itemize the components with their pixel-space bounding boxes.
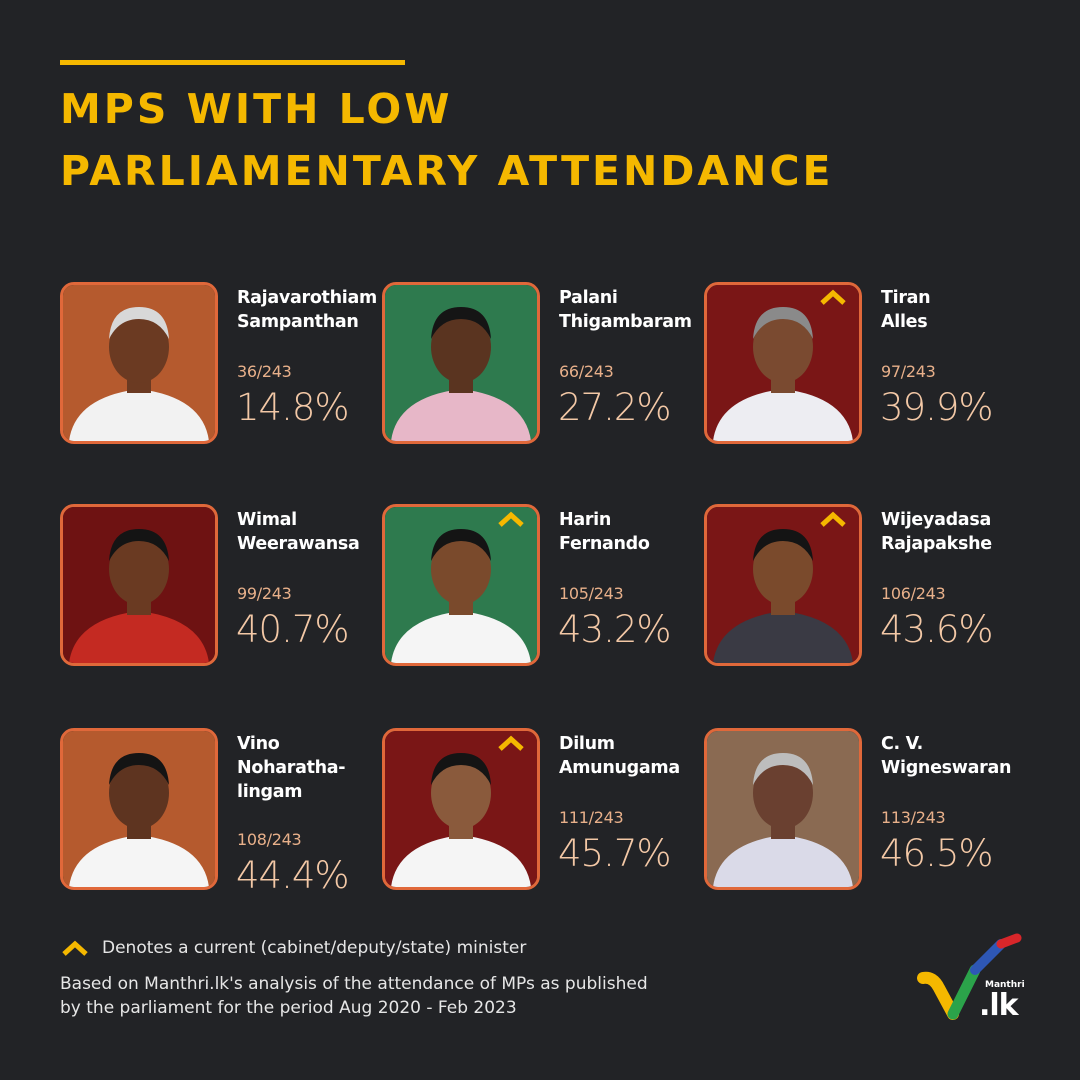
mp-card: Tiran Alles 97/243 39.9%	[704, 282, 1026, 444]
attendance-count: 113/243	[881, 808, 946, 827]
attendance-percentage: 39.9%	[880, 386, 994, 429]
attendance-count: 105/243	[559, 584, 624, 603]
attendance-percentage: 46.5%	[880, 832, 994, 875]
mp-name-line: Wimal	[237, 510, 297, 530]
attendance-percentage: 27.2%	[558, 386, 672, 429]
attendance-percentage: 43.6%	[880, 608, 994, 651]
attendance-percentage: 40.7%	[236, 608, 350, 651]
mp-name-line: Weerawansa	[237, 534, 360, 554]
mp-name-line: Sampanthan	[237, 312, 359, 332]
mp-name: C. V. Wigneswaran	[881, 732, 1031, 780]
mp-name-line: Rajapakshe	[881, 534, 992, 554]
source-note-line-1: Based on Manthri.lk's analysis of the at…	[60, 974, 648, 994]
attendance-count: 108/243	[237, 830, 302, 849]
mp-name-line: Fernando	[559, 534, 650, 554]
mp-card: Palani Thigambaram 66/243 27.2%	[382, 282, 704, 444]
mp-portrait	[704, 728, 862, 890]
mp-portrait	[60, 728, 218, 890]
mp-name-line: Wigneswaran	[881, 758, 1012, 778]
mp-portrait	[704, 504, 862, 666]
attendance-count: 111/243	[559, 808, 624, 827]
mp-name-line: Harin	[559, 510, 612, 530]
title-accent-rule	[60, 60, 405, 65]
mp-name-line: Palani	[559, 288, 618, 308]
mp-name: Wijeyadasa Rajapakshe	[881, 508, 1031, 556]
attendance-count: 106/243	[881, 584, 946, 603]
mp-name-line: Rajavarothiam	[237, 288, 377, 308]
attendance-percentage: 43.2%	[558, 608, 672, 651]
attendance-percentage: 44.4%	[236, 854, 350, 897]
mp-name-line: Alles	[881, 312, 928, 332]
mp-name-line: Tiran	[881, 288, 931, 308]
mp-card: Vino Noharatha-lingam 108/243 44.4%	[60, 728, 382, 897]
chevron-up-icon	[60, 939, 90, 957]
attendance-count: 36/243	[237, 362, 292, 381]
minister-chevron-icon	[498, 511, 524, 527]
minister-chevron-icon	[820, 511, 846, 527]
legend-text: Denotes a current (cabinet/deputy/state)…	[102, 938, 527, 958]
source-note-line-2: by the parliament for the period Aug 202…	[60, 998, 517, 1018]
legend: Denotes a current (cabinet/deputy/state)…	[60, 938, 526, 958]
manthri-check-mark-icon	[917, 933, 1022, 1020]
mp-card: Wimal Weerawansa 99/243 40.7%	[60, 504, 382, 666]
mp-name: Palani Thigambaram	[559, 286, 709, 334]
mp-card: C. V. Wigneswaran 113/243 46.5%	[704, 728, 1026, 890]
minister-chevron-icon	[820, 289, 846, 305]
mp-name: Dilum Amunugama	[559, 732, 709, 780]
mp-portrait	[382, 282, 540, 444]
mp-name-line: Vino	[237, 734, 280, 754]
mp-card: Rajavarothiam Sampanthan 36/243 14.8%	[60, 282, 382, 444]
mp-portrait	[382, 504, 540, 666]
mp-name: Harin Fernando	[559, 508, 709, 556]
mp-name: Vino Noharatha-lingam	[237, 732, 387, 804]
mp-name-line: lingam	[237, 782, 303, 802]
logo-domain-text: .lk	[979, 988, 1019, 1023]
source-note: Based on Manthri.lk's analysis of the at…	[60, 972, 760, 1020]
mp-name-line: C. V.	[881, 734, 924, 754]
mp-name: Tiran Alles	[881, 286, 1031, 334]
mp-name: Rajavarothiam Sampanthan	[237, 286, 387, 334]
attendance-percentage: 45.7%	[558, 832, 672, 875]
attendance-count: 99/243	[237, 584, 292, 603]
mp-portrait	[382, 728, 540, 890]
mp-name-line: Dilum	[559, 734, 615, 754]
mp-name-line: Amunugama	[559, 758, 680, 778]
page-title-line-1: MPS WITH LOW	[60, 85, 453, 133]
attendance-count: 66/243	[559, 362, 614, 381]
mp-card: Dilum Amunugama 111/243 45.7%	[382, 728, 704, 890]
mp-name-line: Wijeyadasa	[881, 510, 991, 530]
mp-portrait	[704, 282, 862, 444]
mp-portrait	[60, 504, 218, 666]
manthri-logo: Manthri .lk	[915, 930, 1025, 1025]
page-title: MPS WITH LOW PARLIAMENTARY ATTENDANCE	[60, 78, 834, 202]
minister-chevron-icon	[498, 735, 524, 751]
mp-name-line: Noharatha-	[237, 758, 346, 778]
mp-card: Wijeyadasa Rajapakshe 106/243 43.6%	[704, 504, 1026, 666]
attendance-percentage: 14.8%	[236, 386, 350, 429]
mp-card: Harin Fernando 105/243 43.2%	[382, 504, 704, 666]
attendance-count: 97/243	[881, 362, 936, 381]
logo-small-text: Manthri	[985, 980, 1025, 990]
page-title-line-2: PARLIAMENTARY ATTENDANCE	[60, 147, 834, 195]
mp-portrait	[60, 282, 218, 444]
mp-name-line: Thigambaram	[559, 312, 692, 332]
mp-name: Wimal Weerawansa	[237, 508, 387, 556]
